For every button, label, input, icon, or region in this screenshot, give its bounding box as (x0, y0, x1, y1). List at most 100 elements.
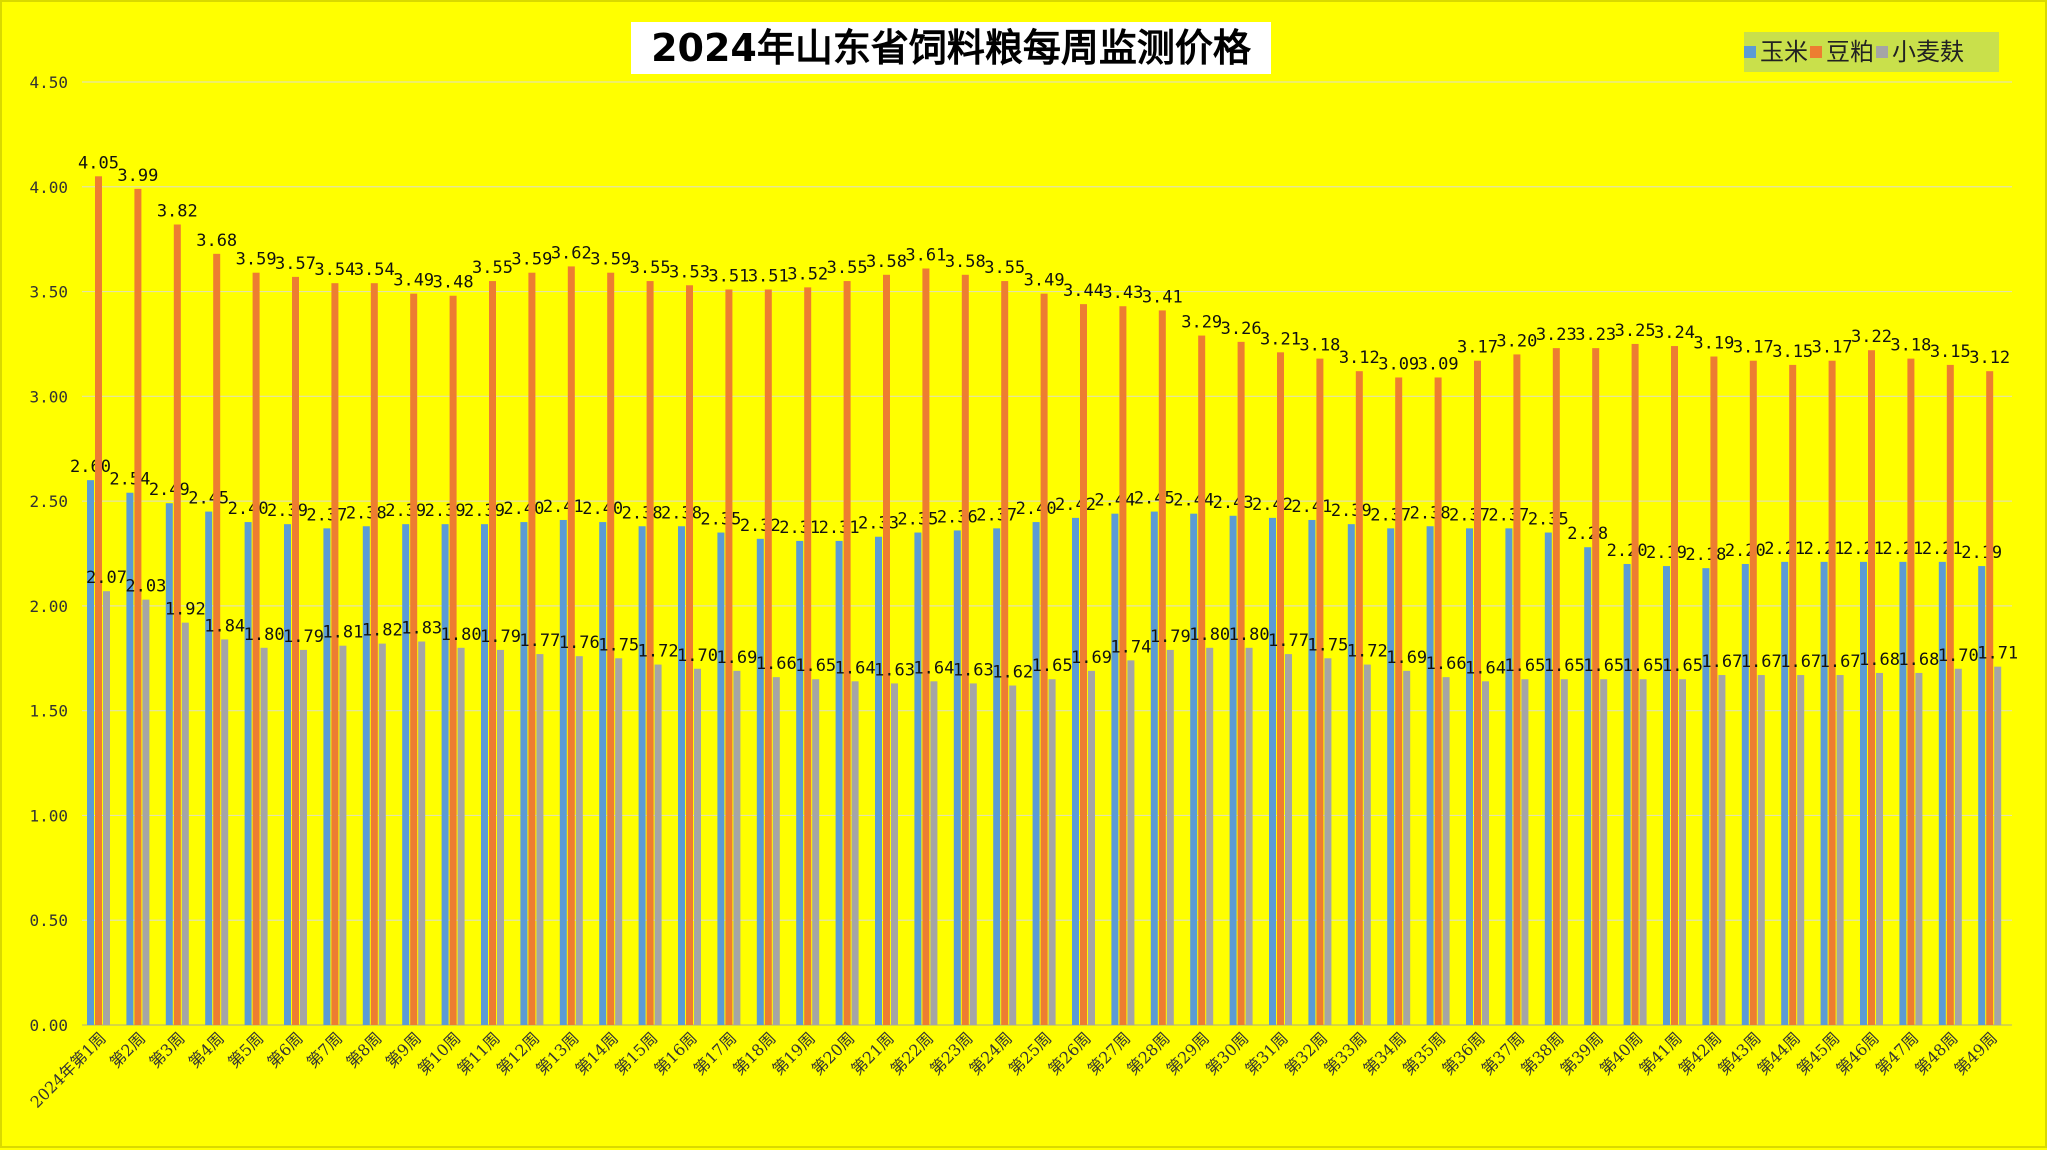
data-label-series-2-cat-42: 1.67 (1741, 652, 1782, 672)
bar-series-2-cat-31 (1324, 658, 1332, 1025)
data-label-series-0-cat-39: 2.20 (1607, 541, 1648, 561)
bar-series-1-cat-38 (1592, 348, 1600, 1025)
data-label-series-1-cat-16: 3.51 (708, 266, 749, 286)
bar-series-0-cat-44 (1820, 561, 1828, 1025)
y-tick-label-5: 2.50 (29, 492, 68, 511)
data-label-series-2-cat-37: 1.65 (1544, 656, 1585, 676)
data-label-series-1-cat-5: 3.57 (275, 254, 316, 274)
data-label-series-1-cat-44: 3.17 (1812, 338, 1853, 358)
x-tick-label-39: 第40周 (1596, 1028, 1646, 1078)
bar-series-0-cat-29 (1229, 515, 1237, 1025)
bar-series-2-cat-46 (1915, 672, 1923, 1025)
bar-series-1-cat-14 (646, 281, 654, 1026)
data-label-series-1-cat-34: 3.09 (1418, 354, 1459, 374)
bar-series-1-cat-23 (1001, 281, 1009, 1026)
data-label-series-1-cat-46: 3.18 (1890, 336, 1931, 356)
x-tick-label-24: 第25周 (1005, 1028, 1055, 1078)
bar-series-1-cat-33 (1395, 377, 1403, 1025)
data-label-series-0-cat-46: 2.21 (1882, 539, 1923, 559)
bar-series-0-cat-42 (1741, 563, 1749, 1025)
bar-series-1-cat-17 (764, 289, 772, 1026)
data-label-series-2-cat-1: 2.03 (125, 577, 166, 597)
bar-series-2-cat-15 (694, 668, 701, 1025)
bar-series-2-cat-42 (1757, 675, 1765, 1025)
bar-series-0-cat-39 (1623, 563, 1631, 1025)
legend-swatch-series-0 (1744, 46, 1756, 58)
data-label-series-0-cat-7: 2.38 (346, 503, 387, 523)
y-tick-label-7: 3.50 (29, 283, 68, 302)
bar-series-0-cat-20 (875, 536, 882, 1025)
data-label-series-0-cat-25: 2.42 (1055, 495, 1096, 515)
data-label-series-0-cat-13: 2.40 (582, 499, 623, 519)
data-label-series-1-cat-48: 3.12 (1969, 348, 2010, 368)
bar-series-2-cat-27 (1166, 649, 1174, 1025)
bar-series-2-cat-14 (654, 664, 662, 1025)
x-tick-label-29: 第30周 (1202, 1028, 1252, 1078)
data-label-series-2-cat-31: 1.75 (1307, 635, 1348, 655)
x-tick-label-16: 第17周 (690, 1028, 740, 1078)
data-label-series-2-cat-28: 1.80 (1189, 625, 1230, 645)
data-label-series-2-cat-5: 1.79 (283, 627, 324, 647)
bar-series-1-cat-6 (331, 283, 339, 1025)
x-tick-label-30: 第31周 (1241, 1028, 1291, 1078)
legend-label-series-1: 豆粕 (1826, 38, 1874, 66)
data-label-series-2-cat-12: 1.76 (559, 633, 600, 653)
data-label-series-2-cat-45: 1.68 (1859, 650, 1900, 670)
bar-series-1-cat-31 (1316, 358, 1324, 1025)
x-tick-label-44: 第45周 (1793, 1028, 1843, 1078)
bar-series-1-cat-35 (1474, 360, 1481, 1026)
data-label-series-1-cat-42: 3.17 (1733, 338, 1774, 358)
legend-label-series-0: 玉米 (1760, 38, 1808, 66)
bar-series-0-cat-23 (993, 528, 1001, 1025)
data-label-series-0-cat-34: 2.38 (1410, 503, 1451, 523)
bar-series-1-cat-24 (1040, 293, 1048, 1025)
bar-series-2-cat-41 (1718, 675, 1726, 1025)
x-tick-label-6: 第7周 (303, 1028, 346, 1071)
x-tick-label-22: 第23周 (926, 1028, 976, 1078)
data-label-series-2-cat-18: 1.65 (795, 656, 836, 676)
bar-series-0-cat-43 (1781, 561, 1789, 1025)
bar-series-0-cat-22 (953, 530, 961, 1025)
bar-series-2-cat-30 (1285, 654, 1292, 1025)
data-label-series-0-cat-30: 2.42 (1252, 495, 1293, 515)
data-label-series-1-cat-17: 3.51 (748, 266, 789, 286)
data-label-series-0-cat-38: 2.28 (1567, 524, 1608, 544)
bar-series-1-cat-43 (1789, 364, 1797, 1025)
bar-series-1-cat-37 (1552, 348, 1560, 1025)
bar-series-1-cat-45 (1868, 350, 1875, 1026)
x-tick-label-31: 第32周 (1281, 1028, 1331, 1078)
data-label-series-2-cat-29: 1.80 (1229, 625, 1270, 645)
bar-series-1-cat-27 (1158, 310, 1166, 1026)
bar-series-2-cat-40 (1679, 679, 1686, 1025)
bar-series-2-cat-28 (1206, 647, 1214, 1025)
bar-series-0-cat-21 (914, 532, 922, 1025)
x-tick-label-28: 第29周 (1163, 1028, 1213, 1078)
bar-series-2-cat-5 (300, 649, 307, 1025)
legend-item-series-2: 小麦麸 (1876, 32, 1964, 72)
data-label-series-1-cat-39: 3.25 (1615, 321, 1656, 341)
data-label-series-0-cat-20: 2.33 (858, 514, 899, 534)
bar-series-0-cat-28 (1190, 513, 1198, 1025)
bar-series-0-cat-46 (1899, 561, 1907, 1025)
bar-series-0-cat-13 (599, 522, 607, 1025)
bar-series-1-cat-28 (1198, 335, 1206, 1025)
bar-series-0-cat-17 (756, 538, 764, 1025)
bar-series-2-cat-20 (891, 683, 898, 1025)
bar-series-1-cat-36 (1513, 354, 1521, 1025)
data-label-series-2-cat-47: 1.70 (1938, 646, 1979, 666)
bar-series-1-cat-34 (1434, 377, 1442, 1025)
bar-series-0-cat-15 (678, 526, 685, 1025)
bar-series-0-cat-36 (1505, 528, 1513, 1025)
data-label-series-2-cat-39: 1.65 (1623, 656, 1664, 676)
bar-series-1-cat-20 (883, 274, 890, 1025)
data-label-series-0-cat-27: 2.45 (1134, 489, 1175, 509)
data-label-series-1-cat-15: 3.53 (669, 262, 710, 282)
bar-series-0-cat-30 (1269, 517, 1276, 1025)
y-tick-label-1: 0.50 (29, 911, 68, 930)
data-label-series-2-cat-34: 1.66 (1426, 654, 1467, 674)
data-label-series-0-cat-10: 2.39 (464, 501, 505, 521)
data-label-series-2-cat-24: 1.65 (1032, 656, 1073, 676)
data-label-series-2-cat-44: 1.67 (1820, 652, 1861, 672)
bar-series-1-cat-41 (1710, 356, 1718, 1025)
